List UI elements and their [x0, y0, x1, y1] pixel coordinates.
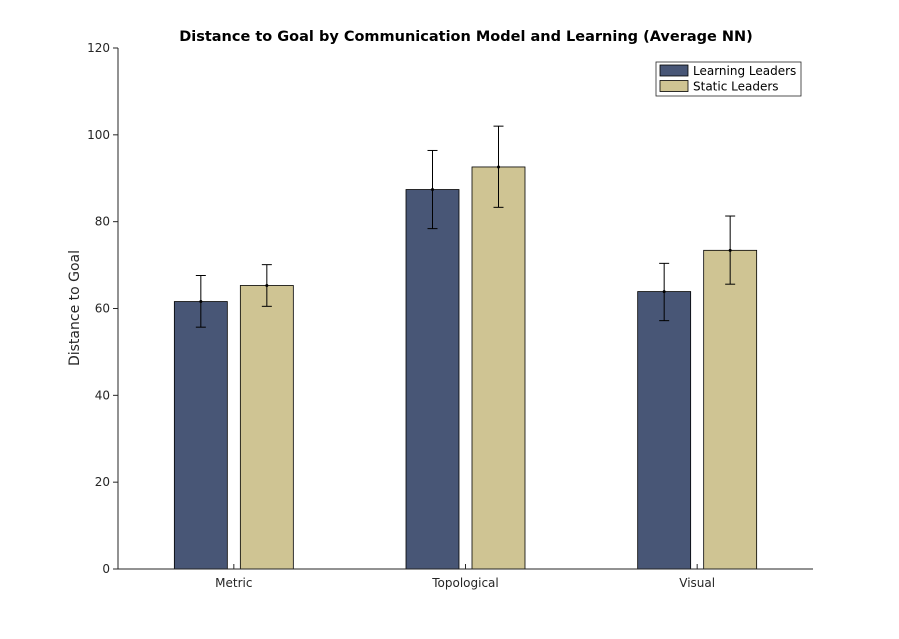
x-tick-label: Topological: [431, 576, 499, 590]
y-axis-title: Distance to Goal: [67, 250, 83, 366]
chart-title: Distance to Goal by Communication Model …: [179, 29, 753, 45]
bar: [703, 249, 758, 570]
bar: [405, 189, 460, 570]
bar: [471, 166, 526, 570]
axes-layer: 0 20 40 60 80 100 120 Metric Topological Visual: [87, 41, 813, 590]
bar: [637, 291, 692, 570]
y-tick-label: 100: [87, 128, 110, 142]
mean-marker: [497, 165, 500, 169]
legend-label: Learning Leaders: [693, 64, 796, 78]
y-tick-label: 80: [95, 215, 110, 229]
y-tick-label: 120: [87, 41, 110, 55]
bar: [239, 285, 294, 570]
legend-swatch: [659, 80, 689, 92]
mean-marker: [728, 248, 732, 252]
bars-layer: [173, 125, 758, 570]
y-tick-label: 0: [102, 562, 110, 576]
y-tick-label: 20: [95, 475, 110, 489]
bar: [173, 301, 228, 570]
mean-marker: [199, 300, 203, 304]
y-tick-label: 60: [95, 302, 110, 316]
y-tick-label: 40: [95, 388, 110, 402]
mean-marker: [265, 283, 269, 287]
legend: Learning Leaders Static Leaders: [655, 61, 802, 97]
legend-swatch: [659, 64, 689, 77]
legend-label: Static Leaders: [693, 80, 779, 94]
x-tick-label: Metric: [215, 576, 252, 590]
mean-marker: [431, 188, 434, 192]
mean-marker: [662, 290, 666, 294]
x-tick-label: Visual: [679, 576, 715, 590]
